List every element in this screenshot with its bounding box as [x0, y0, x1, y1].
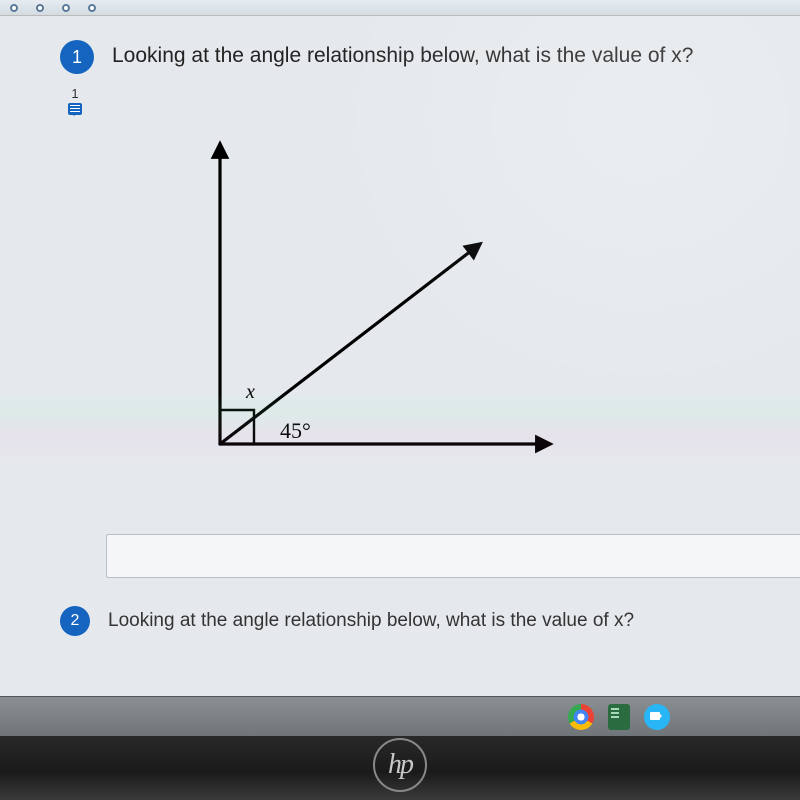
angle-diagram: x 45° [150, 124, 580, 504]
chrome-icon[interactable] [568, 704, 594, 730]
camera-app-icon[interactable] [644, 704, 670, 730]
comment-icon [68, 103, 82, 115]
hp-logo-icon: hp [373, 738, 427, 792]
comment-indicator[interactable]: 1 [68, 86, 82, 115]
document-app-icon[interactable] [608, 704, 630, 730]
content-panel: 1 Looking at the angle relationship belo… [0, 16, 800, 696]
question-2-row: 2 Looking at the angle relationship belo… [60, 606, 800, 636]
answer-input[interactable] [106, 534, 800, 578]
nav-step-dot[interactable] [36, 4, 44, 12]
question-1-row: 1 Looking at the angle relationship belo… [60, 40, 800, 74]
comment-count: 1 [68, 86, 82, 101]
question-number-badge: 1 [60, 40, 94, 74]
taskbar [0, 696, 800, 736]
question-1-text: Looking at the angle relationship below,… [112, 40, 693, 68]
svg-text:45°: 45° [280, 418, 311, 443]
nav-step-dot[interactable] [88, 4, 96, 12]
question-2-text: Looking at the angle relationship below,… [108, 610, 634, 632]
progress-nav [0, 0, 800, 16]
nav-step-dot[interactable] [10, 4, 18, 12]
nav-step-dot[interactable] [62, 4, 70, 12]
screen-area: 1 Looking at the angle relationship belo… [0, 0, 800, 728]
laptop-bezel: hp [0, 728, 800, 800]
svg-text:x: x [245, 381, 255, 403]
question-number-badge: 2 [60, 606, 90, 636]
